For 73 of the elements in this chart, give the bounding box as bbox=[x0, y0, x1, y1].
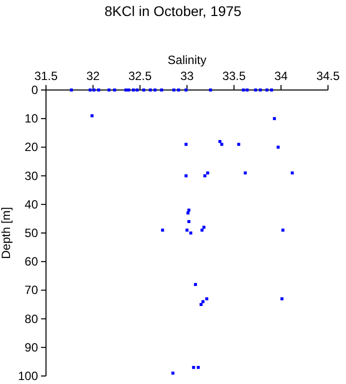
y-tick-label: 50 bbox=[24, 226, 38, 240]
point bbox=[70, 88, 73, 92]
point bbox=[206, 171, 210, 174]
point bbox=[242, 88, 245, 92]
y-tick-label: 90 bbox=[24, 340, 38, 354]
y-tick-label: 0 bbox=[31, 83, 38, 97]
point bbox=[142, 88, 146, 92]
point bbox=[113, 88, 116, 92]
point bbox=[258, 88, 262, 92]
point bbox=[154, 88, 157, 92]
point bbox=[177, 88, 180, 92]
chart-title: 8KCl in October, 1975 bbox=[104, 3, 242, 19]
x-tick-label: 32 bbox=[86, 69, 100, 83]
point bbox=[280, 297, 284, 300]
point bbox=[220, 142, 224, 146]
point bbox=[272, 117, 276, 120]
point bbox=[161, 228, 164, 232]
y-tick-label: 100 bbox=[18, 369, 38, 383]
point bbox=[246, 88, 249, 92]
point bbox=[97, 88, 100, 92]
point bbox=[186, 211, 190, 214]
point bbox=[281, 228, 284, 232]
point bbox=[171, 372, 174, 375]
point bbox=[136, 88, 139, 92]
point bbox=[200, 228, 204, 232]
point bbox=[218, 140, 222, 143]
point bbox=[203, 174, 206, 178]
x-tick-label: 32.5 bbox=[128, 69, 152, 83]
point bbox=[184, 142, 188, 146]
point bbox=[107, 88, 110, 92]
y-tick-label: 60 bbox=[24, 254, 38, 269]
point bbox=[196, 366, 200, 369]
point bbox=[88, 88, 92, 92]
point bbox=[290, 171, 294, 174]
point bbox=[254, 88, 258, 92]
point bbox=[148, 88, 152, 92]
point bbox=[200, 303, 203, 306]
point bbox=[186, 228, 188, 232]
point bbox=[244, 171, 247, 174]
x-tick-label: 34 bbox=[274, 69, 288, 83]
point bbox=[201, 300, 204, 304]
point bbox=[132, 88, 135, 92]
x-tick-label: 33 bbox=[180, 69, 194, 83]
point bbox=[184, 174, 188, 178]
point bbox=[187, 208, 190, 212]
point bbox=[202, 226, 206, 229]
point bbox=[209, 88, 212, 92]
point bbox=[237, 142, 240, 146]
y-tick-label: 30 bbox=[24, 168, 38, 183]
point bbox=[184, 88, 188, 92]
point bbox=[276, 146, 280, 149]
point bbox=[270, 88, 274, 92]
point bbox=[192, 366, 196, 369]
x-tick-label: 31.5 bbox=[34, 69, 58, 83]
point bbox=[127, 88, 130, 92]
point bbox=[189, 232, 192, 234]
x-tick-label: 33.5 bbox=[222, 69, 246, 83]
point bbox=[160, 88, 164, 92]
point bbox=[187, 220, 190, 224]
y-tick-label: 80 bbox=[24, 312, 38, 326]
y-axis-title: Depth [m] bbox=[0, 206, 13, 260]
point bbox=[90, 114, 94, 118]
y-tick-label: 20 bbox=[24, 140, 38, 154]
y-tick-label: 10 bbox=[24, 112, 38, 126]
point bbox=[92, 88, 96, 92]
point bbox=[265, 88, 268, 92]
point bbox=[194, 282, 197, 286]
y-tick-label: 40 bbox=[24, 197, 38, 212]
point bbox=[172, 88, 176, 92]
point bbox=[205, 297, 208, 300]
x-axis-title: Salinity bbox=[168, 53, 206, 67]
y-tick-label: 70 bbox=[24, 283, 38, 298]
x-tick-label: 34.5 bbox=[316, 69, 340, 83]
